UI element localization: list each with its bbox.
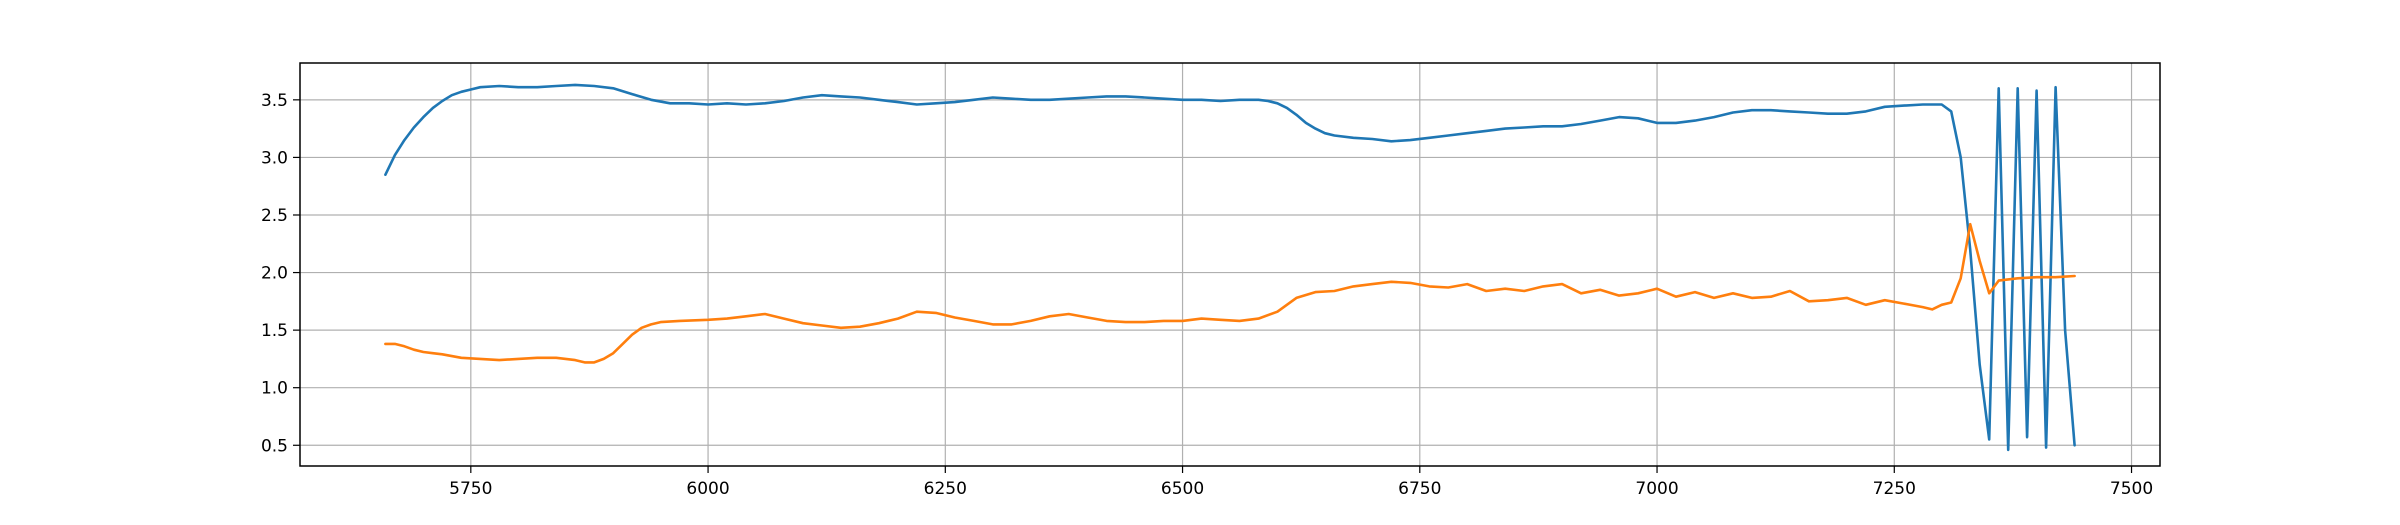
x-tick-label: 7250 — [1873, 479, 1916, 499]
y-tick-label: 0.5 — [261, 436, 288, 456]
y-tick-label: 1.5 — [261, 321, 288, 341]
x-tick-label: 7000 — [1635, 479, 1678, 499]
series-line-1 — [384, 83, 2076, 452]
x-tick-label: 6500 — [1161, 479, 1204, 499]
y-tick-label: 2.0 — [261, 264, 288, 284]
y-tick-label: 3.0 — [261, 148, 288, 168]
series-line-2 — [384, 222, 2076, 364]
x-tick-label: 7500 — [2110, 479, 2153, 499]
x-tick-label: 6250 — [924, 479, 967, 499]
y-tick-label: 3.5 — [261, 91, 288, 111]
axes-frame — [299, 62, 2161, 467]
x-tick-label: 6750 — [1398, 479, 1441, 499]
series-group — [384, 83, 2076, 452]
y-tick-label: 2.5 — [261, 206, 288, 226]
y-tick-label: 1.0 — [261, 379, 288, 399]
ticks: 5750 6000 6250 6500 6750 7000 7250 7500 0.5 1.0 1.… — [261, 91, 2153, 499]
x-tick-label: 5750 — [449, 479, 492, 499]
x-tick-label: 6000 — [686, 479, 729, 499]
plot-area — [300, 63, 2160, 466]
